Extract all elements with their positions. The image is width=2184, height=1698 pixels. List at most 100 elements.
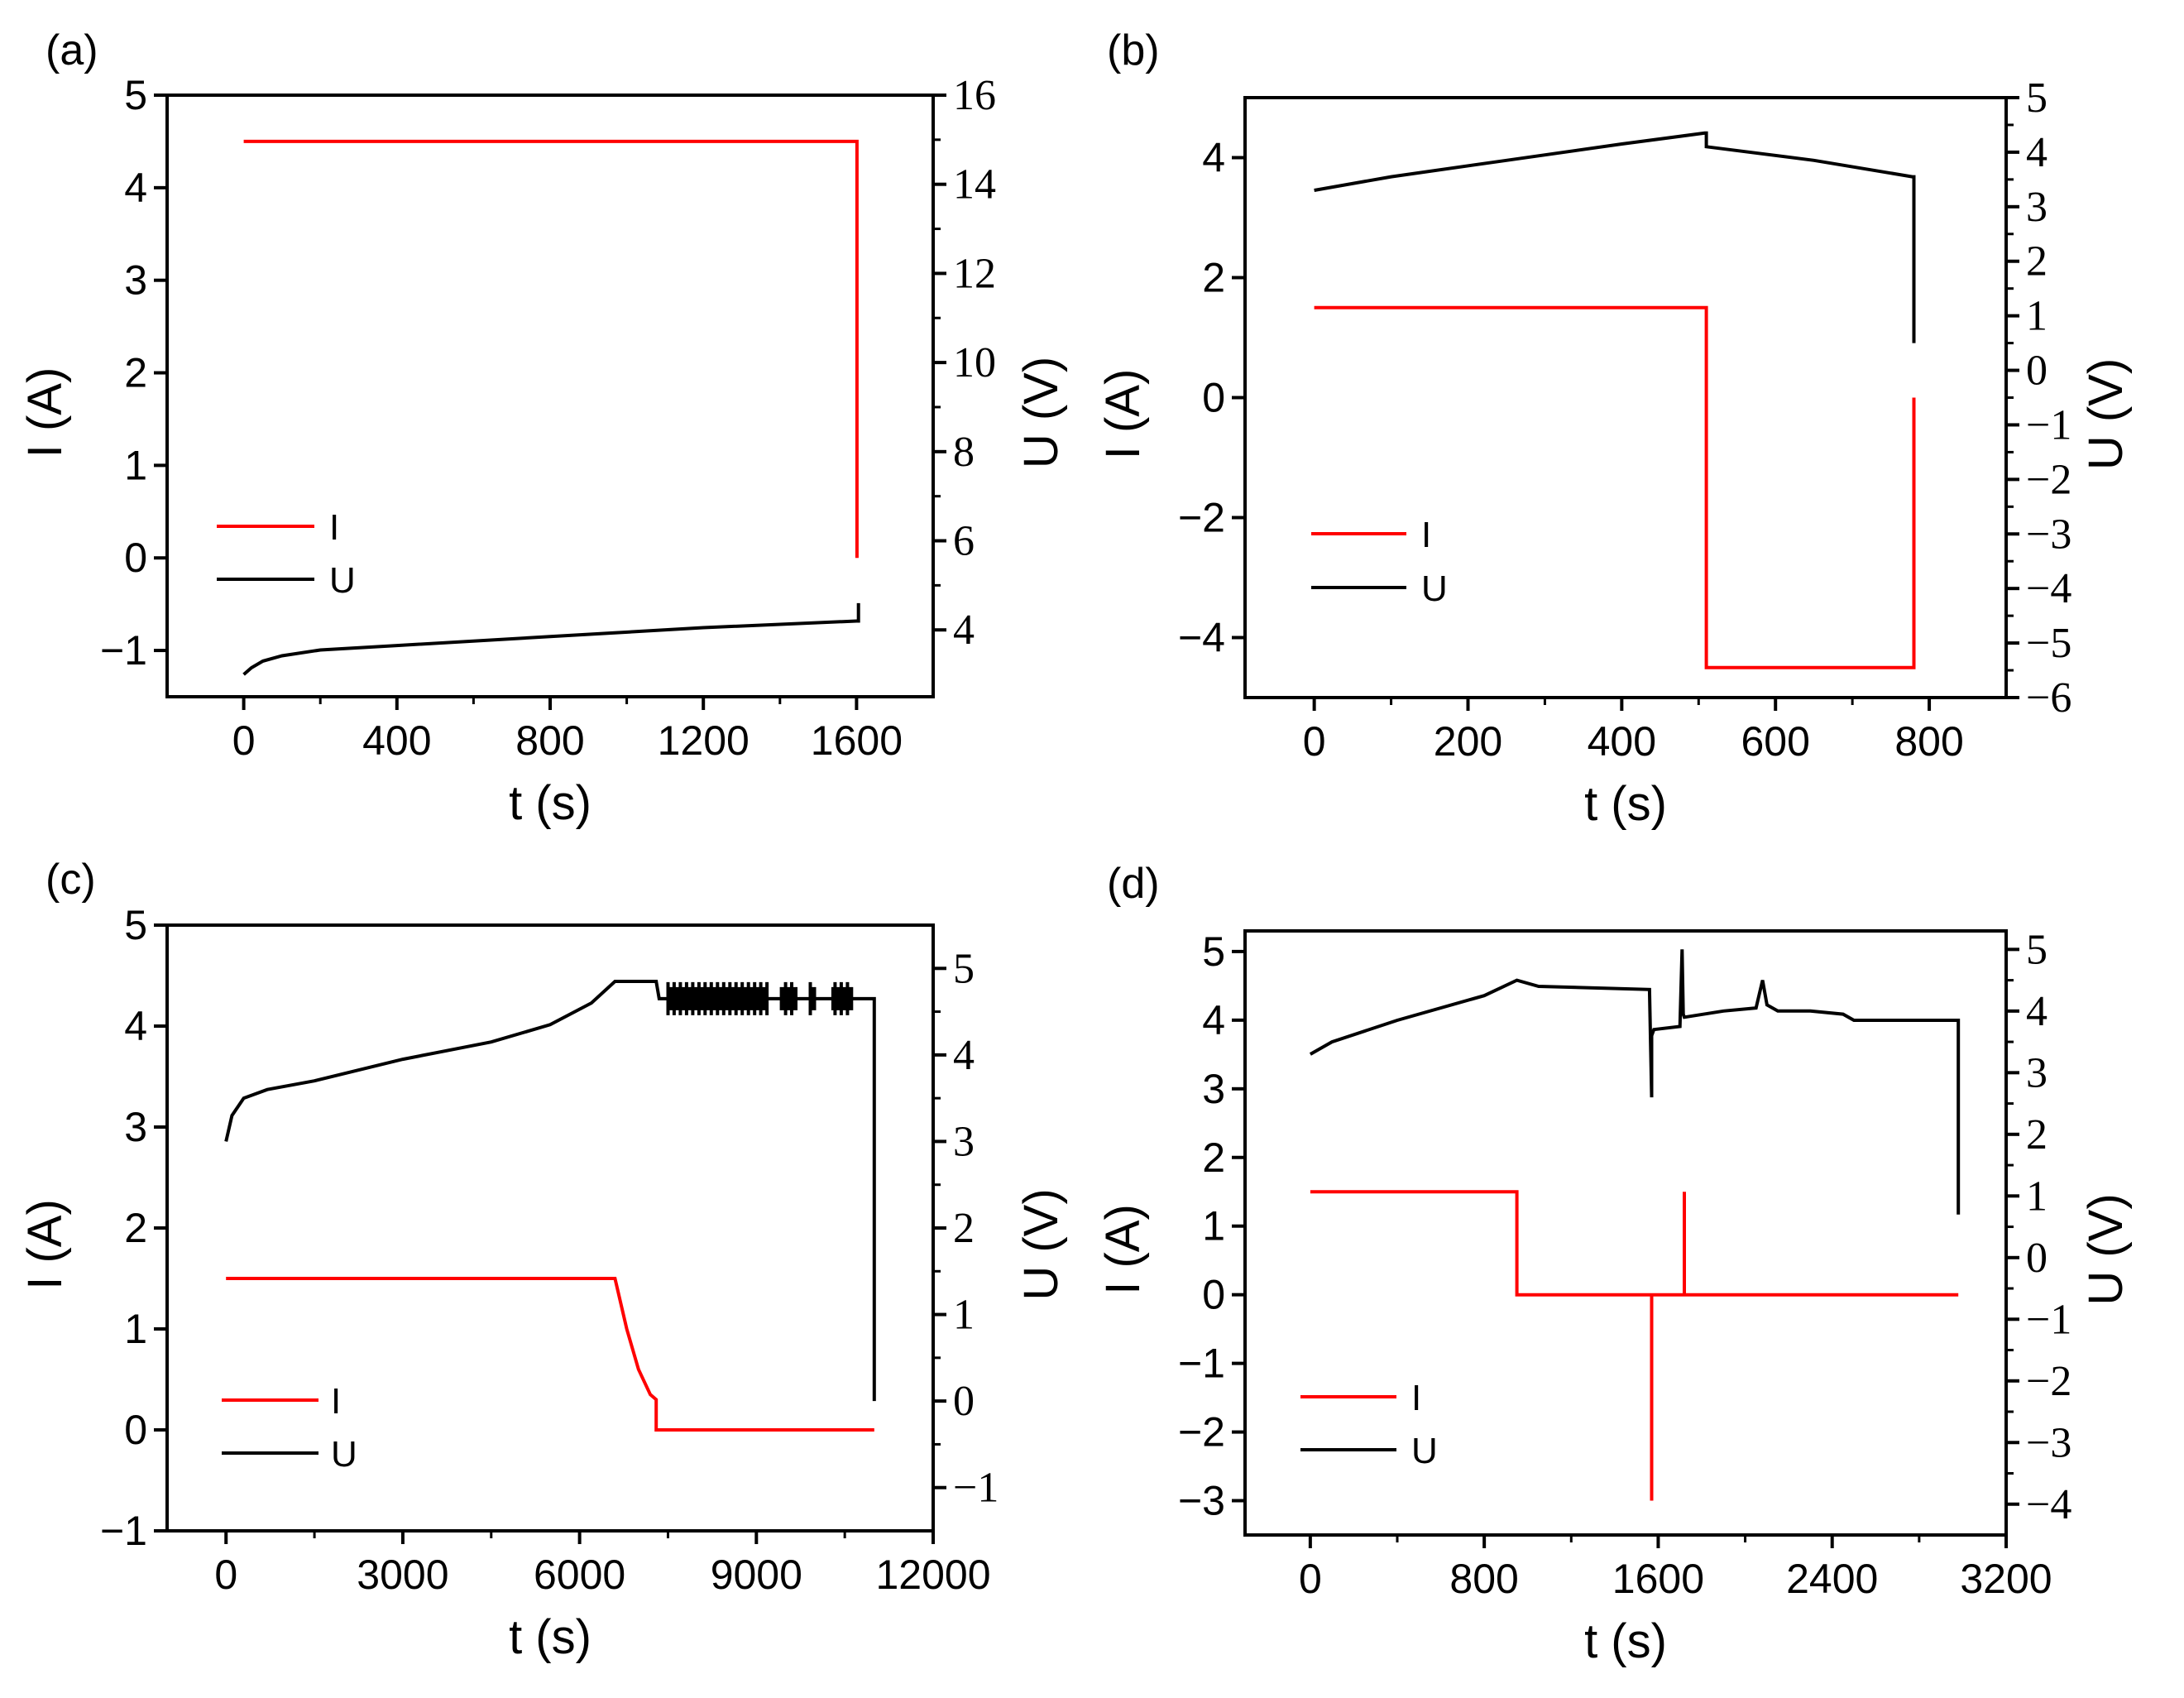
plot-frame xyxy=(1243,929,2008,1537)
y-left-tick-label: 3 xyxy=(1202,1066,1225,1112)
x-axis-label: t (s) xyxy=(509,1610,592,1664)
x-axis-label: t (s) xyxy=(1584,1614,1667,1668)
x-tick-label: 3200 xyxy=(1960,1556,2052,1602)
x-tick-label: 400 xyxy=(1588,718,1656,765)
y-left-tick-label: 5 xyxy=(124,72,147,118)
x-tick-label: 600 xyxy=(1741,718,1809,765)
series-line-u xyxy=(1309,949,1961,1215)
x-axis-label: t (s) xyxy=(509,776,592,830)
y-left-tick-label: 4 xyxy=(124,1003,147,1049)
y-left-tick-label: −2 xyxy=(1178,495,1225,541)
x-tick-label: 800 xyxy=(515,717,584,764)
x-tick-label: 800 xyxy=(1449,1556,1518,1602)
y-right-tick-label: 8 xyxy=(953,429,975,476)
y-right-tick-label: 5 xyxy=(2026,926,2048,973)
y-right-tick-label: −4 xyxy=(2026,1481,2071,1528)
legend-label-i: I xyxy=(331,1381,341,1422)
panel-label: (a) xyxy=(46,26,98,74)
x-tick-label: 1600 xyxy=(1612,1556,1704,1602)
y-right-tick-label: 4 xyxy=(953,1032,975,1079)
y-left-axis-label: I (A) xyxy=(1096,1204,1150,1295)
legend-label-u: U xyxy=(1421,568,1448,609)
x-tick-label: 9000 xyxy=(711,1552,802,1598)
x-tick-label: 800 xyxy=(1894,718,1963,765)
y-left-tick-label: −3 xyxy=(1178,1478,1225,1524)
series-u-noise xyxy=(666,981,854,1015)
y-right-tick-label: −2 xyxy=(2026,456,2071,503)
y-right-tick-label: −2 xyxy=(2026,1358,2071,1405)
y-right-tick-label: 4 xyxy=(2026,129,2048,176)
series-line-u xyxy=(242,602,860,676)
y-left-tick-label: 3 xyxy=(124,257,147,304)
y-left-tick-label: 0 xyxy=(124,1407,147,1453)
y-left-tick-label: −1 xyxy=(100,627,147,674)
x-axis-label: t (s) xyxy=(1584,777,1667,831)
y-left-tick-label: 5 xyxy=(1202,928,1225,975)
legend-label-i: I xyxy=(329,507,339,548)
y-right-tick-label: 0 xyxy=(953,1378,975,1425)
series-line-u xyxy=(224,980,876,1402)
y-left-tick-label: 2 xyxy=(124,350,147,396)
y-left-tick-label: 2 xyxy=(124,1205,147,1251)
x-tick-label: 1600 xyxy=(811,717,903,764)
y-left-tick-label: 0 xyxy=(1202,375,1225,421)
x-tick-label: 0 xyxy=(1303,718,1326,765)
plot-frame xyxy=(165,923,935,1533)
y-left-tick-label: −1 xyxy=(1178,1341,1225,1387)
plot-frame xyxy=(165,94,935,698)
y-right-tick-label: −3 xyxy=(2026,511,2071,558)
x-tick-label: 2400 xyxy=(1786,1556,1878,1602)
panel-label: (d) xyxy=(1107,860,1160,908)
y-right-axis-label: U (V) xyxy=(2079,358,2133,470)
y-right-tick-label: 0 xyxy=(2026,348,2048,395)
y-right-tick-label: 12 xyxy=(953,250,996,297)
y-right-tick-label: 1 xyxy=(2026,293,2048,340)
y-left-tick-label: 4 xyxy=(124,165,147,211)
y-right-tick-label: 5 xyxy=(953,945,975,992)
y-right-tick-label: 14 xyxy=(953,161,996,209)
y-left-tick-label: 3 xyxy=(124,1104,147,1150)
panel-c: (c) 0 3000 6000 9000 12000 −1 0 1 2 3 4 5 −1 0 1 2 3 4 5 t (… xyxy=(18,856,1068,1664)
legend-label-u: U xyxy=(1411,1431,1438,1471)
series-line-i xyxy=(226,1277,874,1432)
y-right-tick-label: 2 xyxy=(2026,1111,2048,1158)
x-tick-label: 6000 xyxy=(534,1552,625,1598)
y-right-tick-label: −1 xyxy=(2026,1296,2071,1343)
y-right-tick-label: −1 xyxy=(2026,401,2071,448)
x-tick-label: 1200 xyxy=(658,717,750,764)
legend-label-u: U xyxy=(331,1434,357,1475)
y-left-axis-label: I (A) xyxy=(18,367,72,458)
y-left-tick-label: 4 xyxy=(1202,997,1225,1043)
y-left-tick-label: 1 xyxy=(124,1306,147,1352)
x-tick-label: 0 xyxy=(1299,1556,1322,1602)
y-right-tick-label: 2 xyxy=(953,1205,975,1252)
y-right-tick-label: −3 xyxy=(2026,1419,2071,1466)
y-right-tick-label: 6 xyxy=(953,518,975,565)
y-right-tick-label: −6 xyxy=(2026,674,2071,722)
panel-label: (b) xyxy=(1107,26,1160,74)
y-right-tick-label: 1 xyxy=(2026,1173,2048,1220)
series-line-u xyxy=(1314,131,1916,343)
legend-label-u: U xyxy=(329,560,356,601)
x-tick-label: 12000 xyxy=(875,1552,990,1598)
y-left-tick-label: 2 xyxy=(1202,1134,1225,1181)
y-left-tick-label: −4 xyxy=(1178,615,1225,661)
y-left-tick-label: 4 xyxy=(1202,135,1225,181)
y-right-tick-label: 16 xyxy=(953,72,996,119)
y-right-tick-label: 10 xyxy=(953,339,996,386)
y-right-tick-label: 3 xyxy=(2026,184,2048,231)
series-line-i xyxy=(1310,1190,1959,1501)
y-right-tick-label: 3 xyxy=(953,1118,975,1165)
y-right-axis-label: U (V) xyxy=(2079,1193,2133,1305)
y-left-tick-label: 5 xyxy=(124,902,147,948)
panel-d: (d) 0 800 1600 2400 3200 −3 −2 −1 0 1 2 3 4 5 −4 −3 −2 −1 0… xyxy=(1096,860,2133,1668)
panel-label: (c) xyxy=(46,856,96,904)
x-tick-label: 0 xyxy=(232,717,256,764)
x-tick-label: 200 xyxy=(1434,718,1502,765)
y-right-tick-label: 5 xyxy=(2026,74,2048,122)
y-left-tick-label: 0 xyxy=(1202,1272,1225,1318)
y-right-tick-label: 2 xyxy=(2026,238,2048,285)
y-left-tick-label: 2 xyxy=(1202,255,1225,301)
